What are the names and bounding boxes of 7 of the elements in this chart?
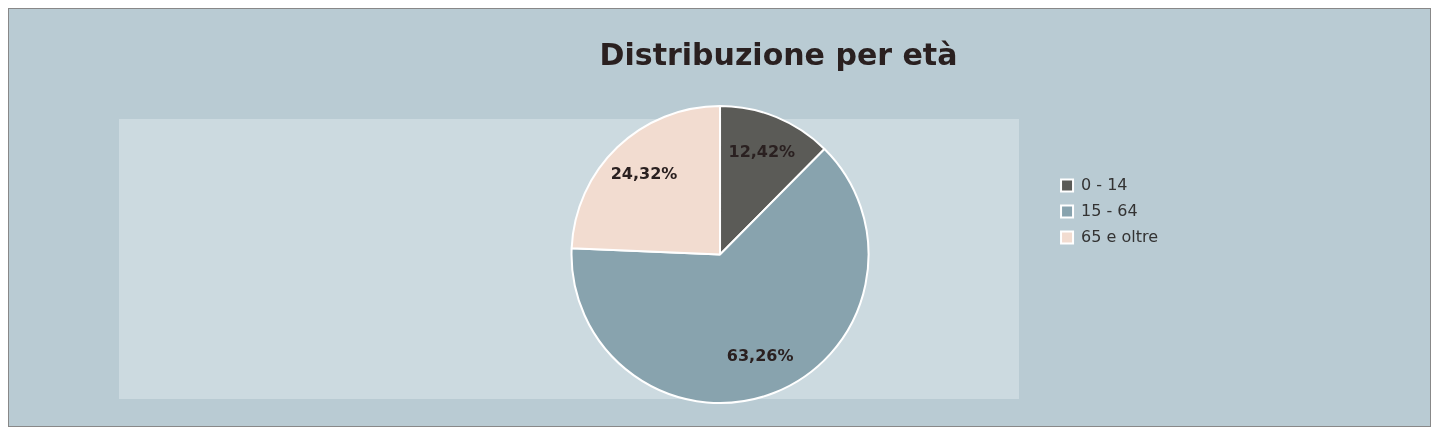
chart-title: Distribuzione per età: [599, 36, 958, 72]
legend-label: 65 e oltre: [1081, 226, 1158, 246]
legend-label: 0 - 14: [1081, 174, 1128, 194]
data-label: 63,26%: [726, 345, 794, 365]
legend-label: 15 - 64: [1081, 200, 1138, 220]
data-label: 12,42%: [728, 142, 796, 162]
data-label: 24,32%: [610, 164, 678, 184]
